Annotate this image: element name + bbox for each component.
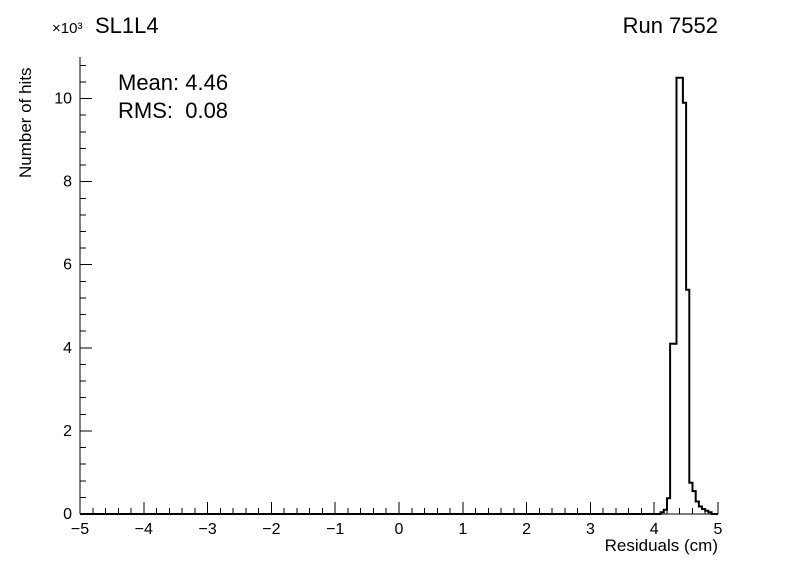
x-tick-label: −3: [198, 521, 216, 538]
x-tick-label: −1: [326, 521, 344, 538]
x-tick-label: −2: [262, 521, 280, 538]
run-number-label: Run 7552: [622, 13, 718, 38]
plot-title: SL1L4: [95, 13, 159, 38]
y-tick-label: 4: [63, 340, 72, 357]
y-tick-label: 8: [63, 174, 72, 191]
y-axis-title: Number of hits: [16, 67, 35, 178]
y-axis-scale-label: ×10³: [52, 20, 83, 37]
stat-mean: Mean: 4.46: [118, 70, 229, 95]
y-tick-label: 6: [63, 257, 72, 274]
y-tick-label: 2: [63, 423, 72, 440]
x-tick-label: 1: [458, 521, 467, 538]
x-tick-label: −4: [135, 521, 153, 538]
x-tick-label: 5: [714, 521, 723, 538]
x-tick-label: 3: [586, 521, 595, 538]
y-tick-label: 0: [63, 506, 72, 523]
histogram-line: [80, 76, 718, 515]
y-tick-label: 10: [54, 91, 72, 108]
x-tick-label: 4: [650, 521, 659, 538]
x-tick-label: −5: [71, 521, 89, 538]
stat-rms: RMS: 0.08: [118, 98, 229, 123]
x-axis-title: Residuals (cm): [604, 536, 718, 555]
x-tick-label: 2: [522, 521, 531, 538]
x-tick-label: 0: [395, 521, 404, 538]
